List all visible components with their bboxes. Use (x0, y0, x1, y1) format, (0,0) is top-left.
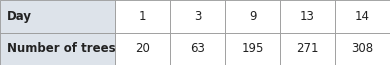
Text: 14: 14 (355, 10, 370, 23)
Bar (225, 32, 280, 65)
Bar (170, 32, 225, 65)
Bar (170, 0, 225, 32)
Text: 9: 9 (249, 10, 256, 23)
Bar (0, 32, 115, 65)
Text: 63: 63 (190, 42, 205, 55)
Text: 195: 195 (241, 42, 264, 55)
Bar (335, 0, 390, 32)
Text: 3: 3 (194, 10, 201, 23)
Bar (280, 0, 335, 32)
Bar (115, 32, 170, 65)
Bar (0, 0, 115, 32)
Text: 1: 1 (139, 10, 146, 23)
Text: 308: 308 (351, 42, 374, 55)
Text: 20: 20 (135, 42, 150, 55)
Bar (280, 32, 335, 65)
Bar (335, 32, 390, 65)
Text: 13: 13 (300, 10, 315, 23)
Text: 271: 271 (296, 42, 319, 55)
Bar (225, 0, 280, 32)
Bar (115, 0, 170, 32)
Text: Day: Day (7, 10, 32, 23)
Text: Number of trees: Number of trees (7, 42, 116, 55)
